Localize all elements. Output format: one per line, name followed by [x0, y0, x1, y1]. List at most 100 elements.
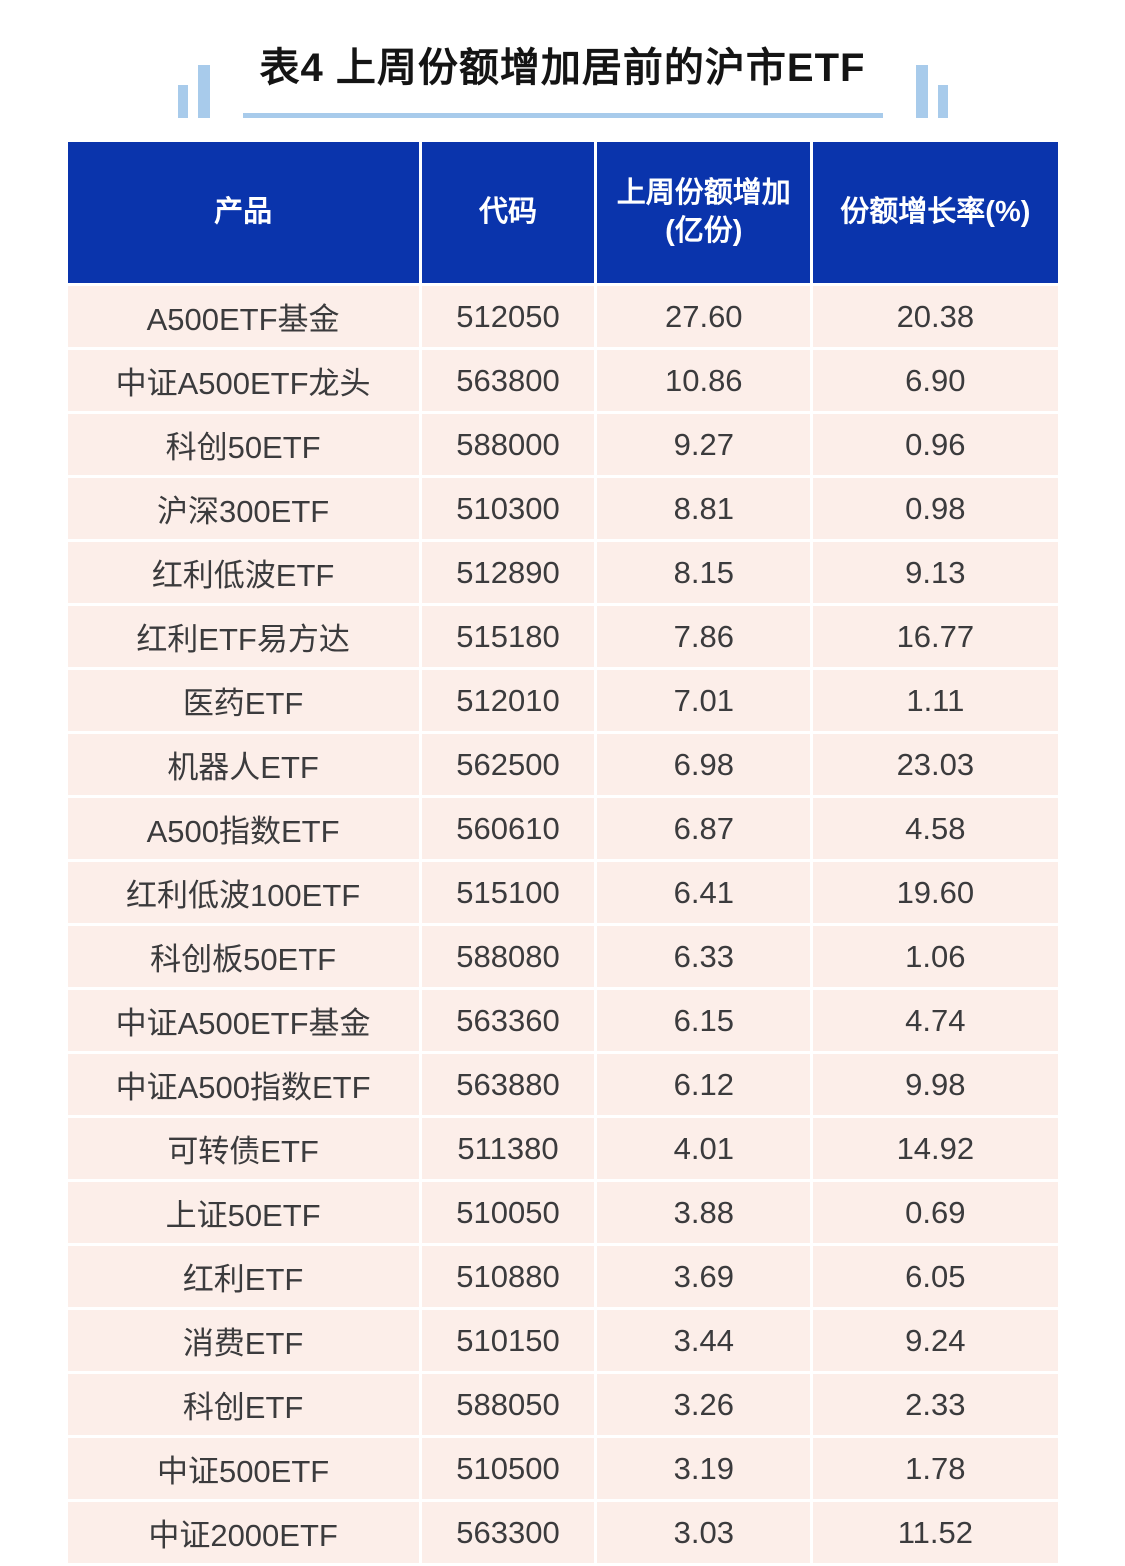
growth-rate-cell: 1.06: [813, 926, 1058, 987]
share-increase-cell: 3.69: [597, 1246, 811, 1307]
growth-rate-cell: 6.05: [813, 1246, 1058, 1307]
product-cell: 中证A500指数ETF: [67, 1054, 419, 1115]
share-increase-cell: 3.19: [597, 1438, 811, 1499]
share-increase-cell: 6.98: [597, 734, 811, 795]
code-cell: 563800: [421, 350, 595, 411]
page-title: 表4 上周份额增加居前的沪市ETF: [259, 46, 866, 90]
table-title-block: 表4 上周份额增加居前的沪市ETF: [0, 0, 1125, 118]
table-row: 中证A500指数ETF 563880 6.12 9.98: [67, 1054, 1058, 1115]
table-row: 中证2000ETF 563300 3.03 11.52: [67, 1502, 1058, 1563]
col-header-growth-rate-label: 份额增长率(%): [840, 195, 1031, 228]
product-cell: 红利ETF: [67, 1246, 419, 1307]
table-row: 沪深300ETF 510300 8.81 0.98: [67, 478, 1058, 539]
table-row: 红利低波100ETF 515100 6.41 19.60: [67, 862, 1058, 923]
code-cell: 511380: [421, 1118, 595, 1179]
code-cell: 510300: [421, 478, 595, 539]
code-cell: 588050: [421, 1374, 595, 1435]
col-header-product-label: 产品: [214, 195, 273, 228]
growth-rate-cell: 9.24: [813, 1310, 1058, 1371]
code-cell: 563300: [421, 1502, 595, 1563]
share-increase-cell: 3.44: [597, 1310, 811, 1371]
code-cell: 510050: [421, 1182, 595, 1243]
code-cell: 510880: [421, 1246, 595, 1307]
decor-bar-icon: [177, 85, 188, 118]
table-row: 红利ETF易方达 515180 7.86 16.77: [67, 606, 1058, 667]
col-header-code-label: 代码: [479, 195, 538, 228]
growth-rate-cell: 16.77: [813, 606, 1058, 667]
growth-rate-cell: 2.33: [813, 1374, 1058, 1435]
table-row: 可转债ETF 511380 4.01 14.92: [67, 1118, 1058, 1179]
product-cell: 科创ETF: [67, 1374, 419, 1435]
growth-rate-cell: 4.58: [813, 798, 1058, 859]
code-cell: 588080: [421, 926, 595, 987]
product-cell: 医药ETF: [67, 670, 419, 731]
growth-rate-cell: 1.11: [813, 670, 1058, 731]
product-cell: 中证A500ETF龙头: [67, 350, 419, 411]
col-header-growth-rate: 份额增长率(%): [813, 142, 1058, 283]
share-increase-cell: 6.15: [597, 990, 811, 1051]
table-row: A500指数ETF 560610 6.87 4.58: [67, 798, 1058, 859]
share-increase-cell: 4.01: [597, 1118, 811, 1179]
product-cell: 科创50ETF: [67, 414, 419, 475]
growth-rate-cell: 0.98: [813, 478, 1058, 539]
growth-rate-cell: 0.96: [813, 414, 1058, 475]
share-increase-cell: 6.12: [597, 1054, 811, 1115]
code-cell: 515100: [421, 862, 595, 923]
code-cell: 512050: [421, 286, 595, 347]
product-cell: 科创板50ETF: [67, 926, 419, 987]
table-row: 医药ETF 512010 7.01 1.11: [67, 670, 1058, 731]
title-column: 表4 上周份额增加居前的沪市ETF: [242, 46, 883, 118]
product-cell: A500ETF基金: [67, 286, 419, 347]
share-increase-cell: 8.15: [597, 542, 811, 603]
table-row: A500ETF基金 512050 27.60 20.38: [67, 286, 1058, 347]
title-decor-left-bars: [177, 65, 210, 118]
share-increase-cell: 3.26: [597, 1374, 811, 1435]
product-cell: 消费ETF: [67, 1310, 419, 1371]
growth-rate-cell: 4.74: [813, 990, 1058, 1051]
table-row: 机器人ETF 562500 6.98 23.03: [67, 734, 1058, 795]
share-increase-cell: 6.87: [597, 798, 811, 859]
code-cell: 512010: [421, 670, 595, 731]
code-cell: 510150: [421, 1310, 595, 1371]
code-cell: 560610: [421, 798, 595, 859]
col-header-code: 代码: [421, 142, 595, 283]
growth-rate-cell: 14.92: [813, 1118, 1058, 1179]
table-row: 中证A500ETF基金 563360 6.15 4.74: [67, 990, 1058, 1051]
title-decor-right-bars: [915, 65, 948, 118]
product-cell: 红利低波ETF: [67, 542, 419, 603]
code-cell: 515180: [421, 606, 595, 667]
growth-rate-cell: 9.13: [813, 542, 1058, 603]
col-header-product: 产品: [67, 142, 419, 283]
product-cell: 可转债ETF: [67, 1118, 419, 1179]
growth-rate-cell: 9.98: [813, 1054, 1058, 1115]
product-cell: 中证500ETF: [67, 1438, 419, 1499]
share-increase-cell: 6.41: [597, 862, 811, 923]
share-increase-cell: 3.88: [597, 1182, 811, 1243]
col-header-share-increase: 上周份额增加 (亿份): [597, 142, 811, 283]
growth-rate-cell: 19.60: [813, 862, 1058, 923]
share-increase-cell: 10.86: [597, 350, 811, 411]
table-row: 科创ETF 588050 3.26 2.33: [67, 1374, 1058, 1435]
code-cell: 512890: [421, 542, 595, 603]
code-cell: 588000: [421, 414, 595, 475]
etf-share-increase-table: 产品 代码 上周份额增加 (亿份) 份额增长率(%) A500ETF基金 5120…: [65, 139, 1061, 1566]
table-row: 上证50ETF 510050 3.88 0.69: [67, 1182, 1058, 1243]
share-increase-cell: 9.27: [597, 414, 811, 475]
product-cell: 上证50ETF: [67, 1182, 419, 1243]
product-cell: 中证A500ETF基金: [67, 990, 419, 1051]
share-increase-cell: 27.60: [597, 286, 811, 347]
decor-bar-icon: [937, 85, 948, 118]
share-increase-cell: 6.33: [597, 926, 811, 987]
table-row: 红利ETF 510880 3.69 6.05: [67, 1246, 1058, 1307]
growth-rate-cell: 0.69: [813, 1182, 1058, 1243]
table-row: 红利低波ETF 512890 8.15 9.13: [67, 542, 1058, 603]
code-cell: 510500: [421, 1438, 595, 1499]
code-cell: 563880: [421, 1054, 595, 1115]
growth-rate-cell: 6.90: [813, 350, 1058, 411]
col-header-share-increase-label: 上周份额增加: [616, 176, 791, 209]
header-row: 产品 代码 上周份额增加 (亿份) 份额增长率(%): [67, 142, 1058, 283]
product-cell: A500指数ETF: [67, 798, 419, 859]
table-row: 中证A500ETF龙头 563800 10.86 6.90: [67, 350, 1058, 411]
growth-rate-cell: 11.52: [813, 1502, 1058, 1563]
